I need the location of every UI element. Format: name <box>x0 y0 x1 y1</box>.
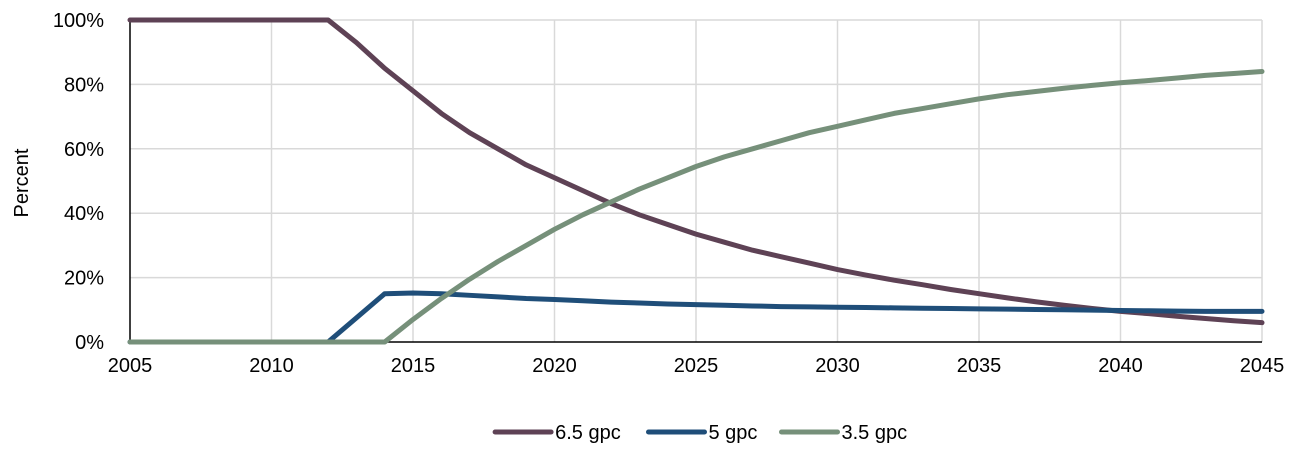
legend: 6.5 gpc 5 gpc 3.5 gpc <box>492 422 908 444</box>
x-tick-label: 2015 <box>391 355 436 377</box>
y-tick-label: 20% <box>64 268 104 290</box>
legend-item-3: 3.5 gpc <box>779 422 908 444</box>
legend-item-2: 5 gpc <box>646 422 758 444</box>
y-tick-label: 80% <box>64 74 104 96</box>
x-tick-label: 2005 <box>108 355 153 377</box>
legend-item-1: 6.5 gpc <box>492 422 621 444</box>
tick-labels: 2005 2010 2015 2020 2025 2030 2035 2040 2045 0% 20… <box>53 10 1284 377</box>
x-tick-label: 2025 <box>674 355 719 377</box>
gridlines <box>130 19 1263 342</box>
x-tick-label: 2035 <box>957 355 1002 377</box>
y-tick-label: 40% <box>64 203 104 225</box>
series-line-1 <box>127 17 1265 326</box>
legend-label: 5 gpc <box>709 422 758 444</box>
y-tick-label: 100% <box>53 10 104 32</box>
series-lines <box>127 17 1265 345</box>
y-tick-label: 60% <box>64 139 104 161</box>
y-axis-title: Percent <box>11 148 33 217</box>
legend-label: 3.5 gpc <box>842 422 908 444</box>
x-tick-label: 2045 <box>1240 355 1285 377</box>
x-tick-label: 2030 <box>815 355 860 377</box>
x-tick-label: 2040 <box>1098 355 1143 377</box>
series-line-3 <box>127 69 1265 345</box>
x-tick-label: 2010 <box>249 355 294 377</box>
y-tick-label: 0% <box>75 332 104 354</box>
x-tick-label: 2020 <box>532 355 577 377</box>
legend-label: 6.5 gpc <box>555 422 621 444</box>
